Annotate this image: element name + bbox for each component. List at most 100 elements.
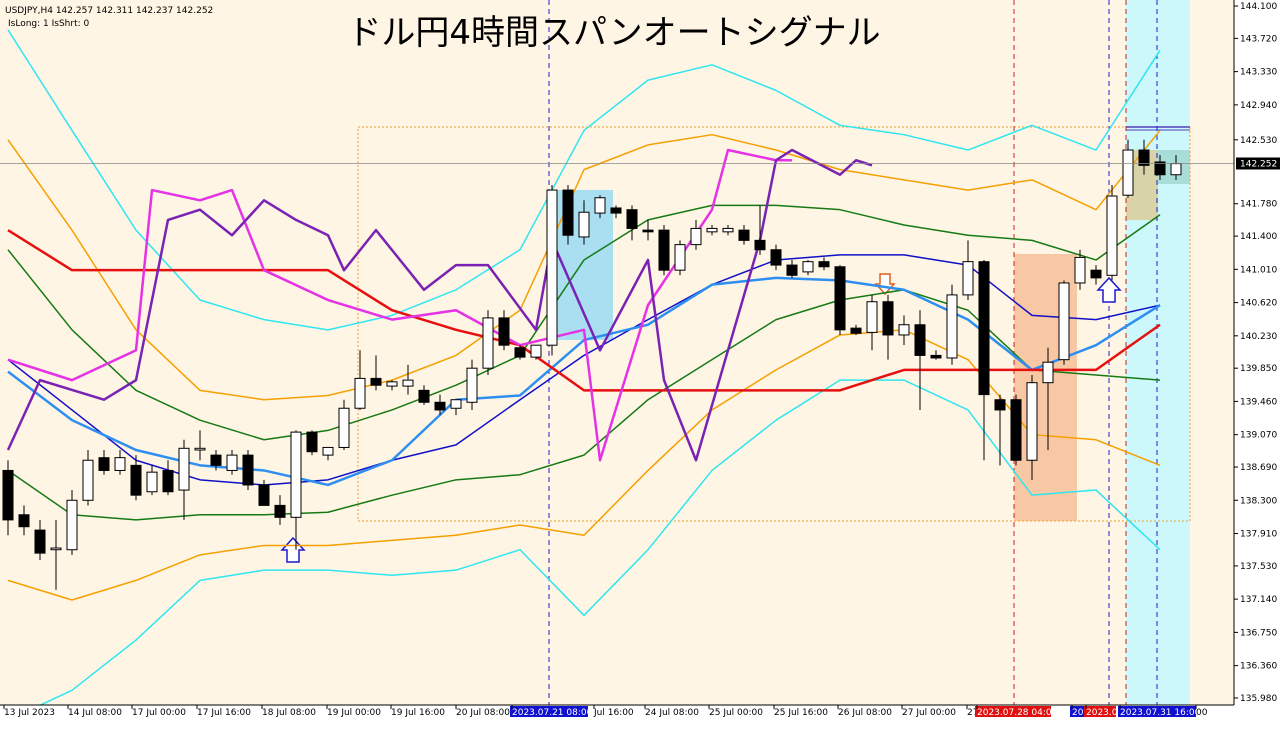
candle-body — [306, 431, 318, 453]
y-tick-label: 138.690 — [1240, 463, 1277, 473]
x-tick-label: 25 Jul 16:00 — [774, 708, 828, 718]
range-box — [357, 126, 1191, 522]
y-tick-label: 135.980 — [1240, 694, 1277, 704]
candle-body — [386, 381, 398, 387]
candle-body — [274, 504, 286, 518]
candle-body — [658, 229, 670, 271]
candle-body — [354, 377, 366, 409]
x-tick-label: 27 Jul 00:00 — [902, 708, 956, 718]
candle-body — [1138, 149, 1150, 166]
x-tick-label: 26 Jul 08:00 — [838, 708, 892, 718]
candle-body — [754, 239, 766, 251]
candle-body — [114, 457, 126, 471]
x-tick-label: 13 Jul 2023 — [4, 708, 55, 718]
candle-body — [882, 301, 894, 336]
candle-layer — [2, 139, 1182, 590]
candle-body — [66, 499, 78, 551]
y-tick-label: 137.140 — [1240, 595, 1277, 605]
candle-body — [482, 317, 494, 369]
candle-body — [738, 229, 750, 241]
candle-body — [1010, 399, 1022, 461]
price-label: 142.252 — [1240, 159, 1277, 169]
x-tick-label: 2023.0 — [1086, 708, 1118, 718]
indicator-line — [7, 29, 1161, 331]
x-label-highlight — [1118, 706, 1196, 717]
candle-body — [226, 454, 238, 471]
x-tick-label: 20 — [1072, 708, 1084, 718]
candle-body — [1154, 161, 1166, 176]
candle-body — [978, 261, 990, 396]
candle-body — [418, 389, 430, 403]
y-tick-label: 141.780 — [1240, 200, 1277, 210]
candle-body — [562, 189, 574, 236]
x-tick-label: Jul 16:00 — [593, 708, 634, 718]
candle-body — [706, 227, 718, 233]
x-label-highlight — [510, 706, 588, 717]
x-tick-label: 27 — [967, 708, 978, 718]
candle-body — [1074, 256, 1086, 284]
x-label-highlight — [1084, 706, 1116, 717]
y-tick-label: 141.010 — [1240, 265, 1277, 275]
x-label-highlight — [975, 706, 1051, 717]
y-tick-label: 136.360 — [1240, 662, 1277, 672]
candle-body — [530, 344, 542, 358]
price-box — [1236, 157, 1280, 170]
x-tick-label: 2023.07.21 08:00 — [512, 708, 593, 718]
candle-body — [514, 347, 526, 358]
x-tick-label: 17 Jul 16:00 — [197, 708, 251, 718]
candle-body — [2, 469, 14, 521]
candle-body — [994, 399, 1006, 411]
x-tick-label: 2023.07.31 16:00 — [1120, 708, 1201, 718]
y-tick-label: 140.620 — [1240, 299, 1277, 309]
candle-body — [194, 447, 206, 451]
x-tick-label: 19 Jul 16:00 — [391, 708, 445, 718]
indicator-line — [7, 148, 792, 462]
candle-body — [322, 446, 334, 456]
y-tick-label: 136.750 — [1240, 628, 1277, 638]
candle-body — [1042, 361, 1054, 384]
buy-arrow — [1096, 276, 1122, 303]
candle-body — [642, 229, 654, 233]
candle-body — [434, 401, 446, 411]
candle-body — [1058, 282, 1070, 361]
y-tick-label: 139.070 — [1240, 431, 1277, 441]
candle-body — [866, 301, 878, 333]
candle-body — [258, 484, 270, 506]
candle-body — [898, 324, 910, 336]
signal-zone — [1126, 0, 1190, 705]
x-tick-label: 2023.07.28 04:00 — [977, 708, 1058, 718]
y-tick-label: 137.530 — [1240, 562, 1277, 572]
candle-body — [402, 379, 414, 387]
x-tick-label: 17 Jul 00:00 — [132, 708, 186, 718]
candle-body — [82, 459, 94, 501]
candle-body — [674, 244, 686, 271]
sell-arrow — [874, 273, 896, 296]
candle-body — [626, 209, 638, 229]
y-tick-label: 140.230 — [1240, 332, 1277, 342]
axis-layer: 144.100 143.720 143.330 142.940 142.530 141.7… — [0, 2, 1280, 718]
y-tick-label: 139.460 — [1240, 397, 1277, 407]
candle-body — [578, 211, 590, 238]
candle-body — [162, 469, 174, 493]
candle-body — [370, 377, 382, 386]
y-tick-label: 143.330 — [1240, 68, 1277, 78]
indicator-line — [7, 204, 1161, 441]
candle-body — [962, 261, 974, 296]
y-tick-label: 139.850 — [1240, 364, 1277, 374]
y-tick-label: 142.940 — [1240, 101, 1277, 111]
status: IsLong: 1 IsShrt: 0 — [8, 19, 89, 29]
x-label-highlight — [1070, 706, 1084, 717]
candle-body — [450, 399, 462, 409]
candle-body — [290, 431, 302, 518]
candle-body — [130, 464, 142, 496]
buy-arrow — [280, 536, 306, 563]
x-tick-label: 20 Jul 08:00 — [456, 708, 510, 718]
x-tick-label: 00 — [1196, 708, 1208, 718]
indicator-line — [7, 129, 1161, 401]
indicator-line — [7, 289, 1161, 521]
candle-body — [946, 294, 958, 359]
candle-body — [930, 354, 942, 359]
y-tick-label: 144.100 — [1240, 2, 1277, 12]
y-tick-label: 141.400 — [1240, 232, 1277, 242]
